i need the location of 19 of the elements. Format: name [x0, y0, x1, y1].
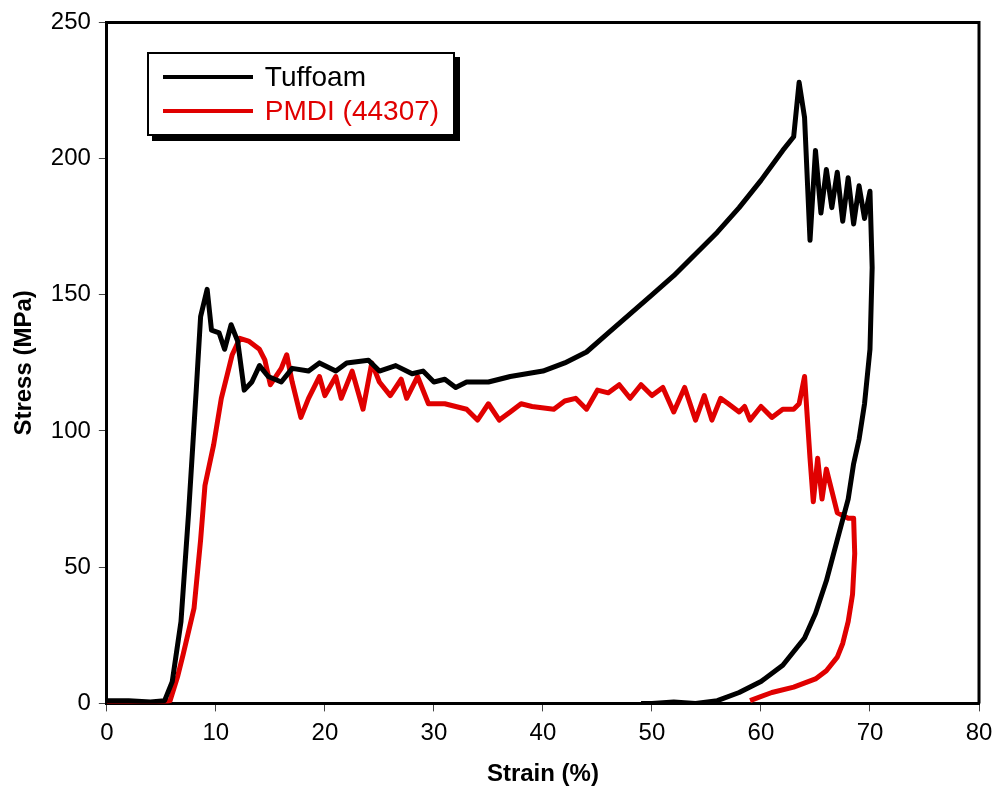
y-axis-title: Stress (MPa) — [9, 290, 37, 436]
x-tick-label: 70 — [856, 718, 884, 746]
x-tick-label: 10 — [202, 718, 230, 746]
y-tick-label: 0 — [77, 688, 91, 716]
x-tick-label: 50 — [638, 718, 666, 746]
y-tick-label: 150 — [50, 279, 91, 307]
x-tick-label: 0 — [100, 718, 114, 746]
y-tick-label: 50 — [64, 551, 91, 579]
y-tick-label: 200 — [50, 143, 91, 171]
x-tick-label: 20 — [311, 718, 339, 746]
x-tick-label: 40 — [529, 718, 557, 746]
x-tick-label: 60 — [747, 718, 775, 746]
legend-label: Tuffoam — [264, 61, 366, 94]
x-tick-label: 30 — [420, 718, 448, 746]
x-axis-title: Strain (%) — [486, 759, 599, 787]
y-tick-label: 250 — [50, 7, 91, 35]
x-tick-label: 80 — [965, 718, 993, 746]
y-tick-label: 100 — [50, 415, 91, 443]
legend-label: PMDI (44307) — [264, 95, 440, 128]
